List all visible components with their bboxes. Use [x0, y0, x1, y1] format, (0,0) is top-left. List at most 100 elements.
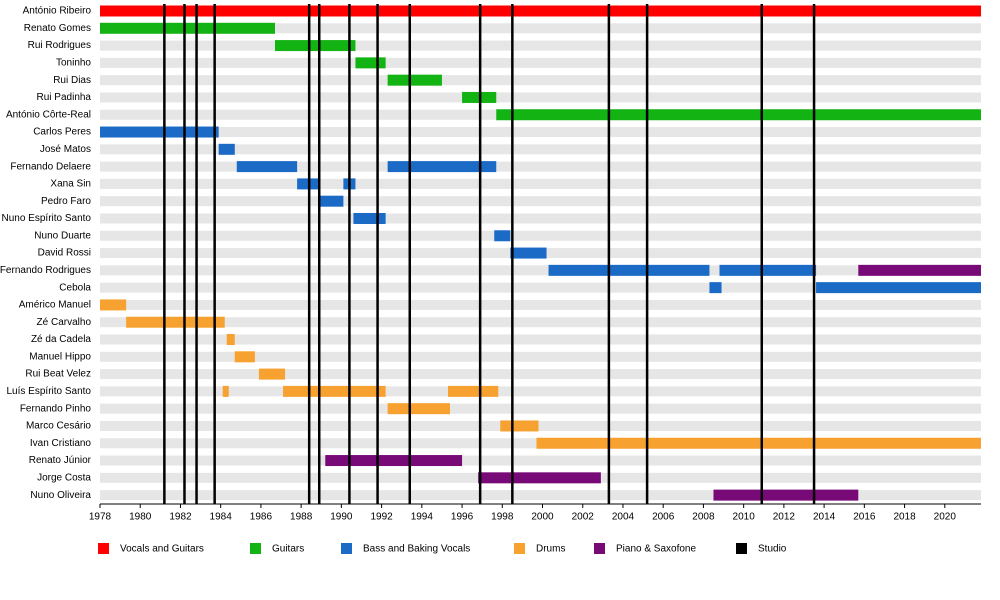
x-tick-label: 2000 [531, 512, 554, 523]
row-band [100, 161, 981, 172]
row-band [100, 420, 981, 431]
x-tick-label: 1998 [491, 512, 514, 523]
bar [100, 22, 275, 34]
row-label: Zé da Cadela [31, 334, 91, 345]
x-tick-label: 1986 [250, 512, 273, 523]
row-label: António Ribeiro [23, 6, 92, 17]
row-band [100, 23, 981, 34]
bar [236, 161, 298, 173]
row-band [100, 92, 981, 103]
bar [548, 264, 710, 276]
x-tick-label: 2002 [572, 512, 595, 523]
row-label: Fernando Delaere [10, 161, 91, 172]
legend-swatch [341, 543, 352, 554]
bar [536, 437, 981, 449]
x-tick-label: 1984 [210, 512, 233, 523]
bar [387, 403, 450, 415]
bar [496, 109, 981, 121]
row-band [100, 403, 981, 414]
legend-label: Vocals and Guitars [120, 544, 204, 555]
bar [387, 161, 497, 173]
row-label: Ivan Cristiano [30, 438, 92, 449]
row-label: Marco Cesário [26, 421, 91, 432]
bar [709, 282, 722, 294]
row-band [100, 455, 981, 466]
row-label: Rui Dias [53, 75, 91, 86]
bar [713, 489, 859, 501]
x-tick-label: 2004 [612, 512, 635, 523]
row-label: Pedro Faro [41, 196, 91, 207]
bar [816, 282, 981, 294]
row-band [100, 369, 981, 380]
x-tick-label: 2014 [813, 512, 836, 523]
row-band [100, 490, 981, 501]
bar [355, 57, 386, 69]
x-tick-label: 1990 [330, 512, 353, 523]
row-label: Manuel Hippo [29, 351, 91, 362]
row-label: Rui Beat Velez [25, 369, 91, 380]
bar [226, 334, 235, 346]
row-label: Nuno Espírito Santo [2, 213, 92, 224]
row-band [100, 40, 981, 51]
bar [258, 368, 286, 380]
bar [387, 74, 442, 86]
row-band [100, 299, 981, 310]
legend-swatch [98, 543, 109, 554]
bar [100, 126, 219, 138]
legend-swatch [250, 543, 261, 554]
row-band [100, 334, 981, 345]
legend-label: Bass and Baking Vocals [363, 544, 470, 555]
x-tick-label: 2010 [733, 512, 756, 523]
row-label: Luís Espírito Santo [7, 386, 92, 397]
row-band [100, 230, 981, 241]
row-band [100, 127, 981, 138]
bar [478, 472, 601, 484]
x-tick-label: 2020 [934, 512, 957, 523]
x-tick-label: 1988 [290, 512, 313, 523]
row-label: David Rossi [38, 248, 91, 259]
row-label: Cebola [59, 282, 91, 293]
x-tick-label: 2016 [853, 512, 876, 523]
row-label: Nuno Oliveira [30, 490, 91, 501]
bar [100, 5, 981, 17]
row-label: Jorge Costa [37, 472, 91, 483]
legend-label: Piano & Saxofone [616, 544, 696, 555]
x-tick-label: 1982 [169, 512, 192, 523]
row-label: Renato Gomes [24, 23, 91, 34]
bar [500, 420, 539, 432]
row-label: Américo Manuel [19, 300, 91, 311]
x-tick-label: 2008 [692, 512, 715, 523]
bar [447, 385, 499, 397]
row-band [100, 75, 981, 86]
row-label: Rui Rodrigues [28, 40, 91, 51]
bar [510, 247, 547, 259]
x-tick-label: 1980 [129, 512, 152, 523]
row-label: Zé Carvalho [37, 317, 92, 328]
row-label: Xana Sin [50, 179, 91, 190]
legend-label: Drums [536, 544, 565, 555]
x-tick-label: 1996 [451, 512, 474, 523]
row-band [100, 351, 981, 362]
row-band [100, 196, 981, 207]
x-tick-label: 1992 [370, 512, 393, 523]
x-tick-label: 2018 [893, 512, 916, 523]
bar [353, 212, 386, 224]
row-label: Rui Padinha [37, 92, 92, 103]
x-tick-label: 2006 [652, 512, 675, 523]
row-band [100, 317, 981, 328]
bar [222, 385, 229, 397]
row-label: Toninho [56, 58, 91, 69]
row-band [100, 213, 981, 224]
x-tick-label: 2012 [773, 512, 796, 523]
legend-swatch [594, 543, 605, 554]
bar [274, 40, 356, 52]
row-label: José Matos [40, 144, 91, 155]
bar [283, 385, 386, 397]
row-label: Fernando Pinho [20, 403, 92, 414]
row-label: Fernando Rodrigues [0, 265, 91, 276]
x-tick-label: 1978 [89, 512, 112, 523]
bar [858, 264, 981, 276]
row-band [100, 57, 981, 68]
row-band [100, 144, 981, 155]
